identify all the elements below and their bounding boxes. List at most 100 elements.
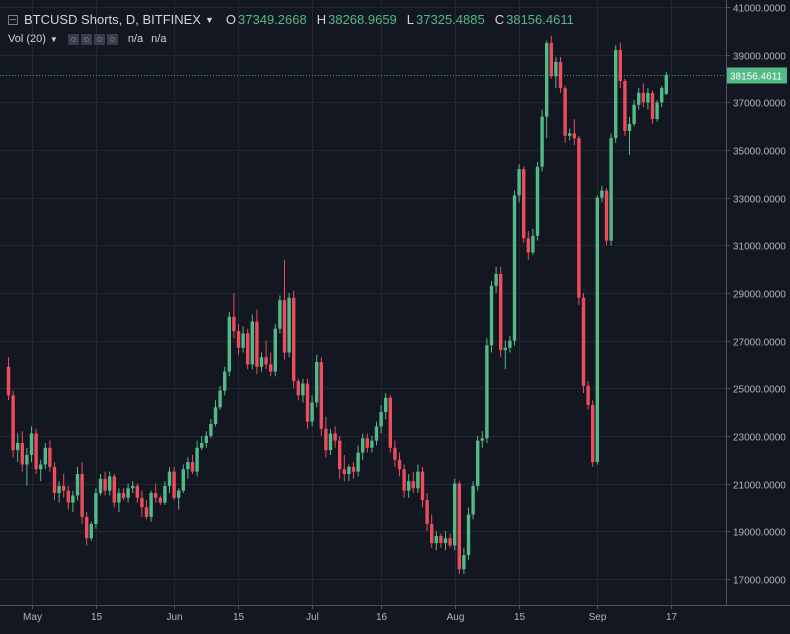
candle[interactable] bbox=[213, 400, 218, 427]
candle[interactable] bbox=[241, 326, 245, 353]
candle[interactable] bbox=[29, 426, 34, 463]
candle[interactable] bbox=[190, 454, 195, 474]
candle[interactable] bbox=[319, 357, 323, 436]
candle[interactable] bbox=[163, 481, 167, 505]
candle[interactable] bbox=[121, 488, 126, 501]
candle[interactable] bbox=[315, 354, 319, 408]
candle[interactable] bbox=[439, 533, 443, 548]
candle[interactable] bbox=[39, 459, 43, 482]
candle[interactable] bbox=[600, 185, 604, 203]
candle[interactable] bbox=[177, 488, 181, 510]
candle[interactable] bbox=[11, 390, 15, 458]
candle[interactable] bbox=[94, 488, 98, 529]
candle[interactable] bbox=[641, 83, 645, 108]
candle[interactable] bbox=[71, 490, 75, 513]
candle[interactable] bbox=[614, 45, 618, 143]
candle[interactable] bbox=[623, 78, 627, 136]
candle[interactable] bbox=[650, 90, 655, 124]
candle[interactable] bbox=[6, 357, 11, 401]
candle[interactable] bbox=[278, 295, 282, 334]
candle[interactable] bbox=[503, 340, 507, 370]
candle[interactable] bbox=[131, 481, 135, 494]
candle[interactable] bbox=[522, 166, 526, 243]
candle[interactable] bbox=[554, 57, 558, 89]
time-axis[interactable]: May 15 Jun 15 Jul 16 Aug 15 Sep 17 bbox=[23, 605, 677, 623]
candle[interactable] bbox=[158, 495, 162, 505]
candle[interactable] bbox=[43, 443, 47, 470]
candle[interactable] bbox=[485, 338, 489, 444]
candle[interactable] bbox=[333, 426, 337, 448]
candle[interactable] bbox=[218, 385, 222, 410]
candle[interactable] bbox=[384, 393, 388, 420]
volume-indicator-label[interactable]: Vol (20) bbox=[8, 33, 46, 45]
candle[interactable] bbox=[407, 473, 411, 498]
candle[interactable] bbox=[604, 188, 609, 246]
candle[interactable] bbox=[195, 440, 199, 477]
candle[interactable] bbox=[204, 431, 208, 448]
candle[interactable] bbox=[89, 521, 93, 541]
candle[interactable] bbox=[489, 281, 494, 353]
candle[interactable] bbox=[154, 483, 158, 503]
candle[interactable] bbox=[531, 228, 535, 255]
candle[interactable] bbox=[627, 116, 632, 155]
candle[interactable] bbox=[508, 335, 512, 353]
candle[interactable] bbox=[103, 471, 107, 496]
candle[interactable] bbox=[457, 481, 461, 575]
candle[interactable] bbox=[232, 292, 236, 339]
candle[interactable] bbox=[374, 421, 379, 446]
candle[interactable] bbox=[292, 290, 296, 389]
candle[interactable] bbox=[338, 435, 342, 479]
candle[interactable] bbox=[540, 109, 544, 172]
candle[interactable] bbox=[480, 431, 484, 448]
candle[interactable] bbox=[75, 466, 80, 501]
settings-icon[interactable] bbox=[80, 33, 92, 45]
candle[interactable] bbox=[236, 323, 241, 355]
candle[interactable] bbox=[434, 531, 438, 551]
candle[interactable] bbox=[25, 447, 29, 486]
candle[interactable] bbox=[411, 471, 415, 494]
candle[interactable] bbox=[591, 400, 595, 467]
candle[interactable] bbox=[494, 266, 498, 293]
candle[interactable] bbox=[250, 314, 254, 370]
candle[interactable] bbox=[370, 435, 374, 453]
candle[interactable] bbox=[351, 462, 356, 479]
candle[interactable] bbox=[209, 419, 213, 439]
candle[interactable] bbox=[448, 533, 452, 548]
candle[interactable] bbox=[255, 309, 259, 374]
candle[interactable] bbox=[20, 431, 24, 472]
candle[interactable] bbox=[296, 378, 300, 401]
candle[interactable] bbox=[246, 328, 250, 370]
candle[interactable] bbox=[535, 161, 540, 241]
candle[interactable] bbox=[563, 85, 567, 143]
candle[interactable] bbox=[443, 531, 448, 551]
candle[interactable] bbox=[393, 440, 397, 467]
candle[interactable] bbox=[499, 266, 503, 358]
candle[interactable] bbox=[632, 100, 636, 127]
candle[interactable] bbox=[16, 433, 20, 463]
candle[interactable] bbox=[48, 440, 52, 472]
candle[interactable] bbox=[471, 481, 475, 520]
candle[interactable] bbox=[328, 428, 333, 455]
candle[interactable] bbox=[646, 88, 650, 110]
candle[interactable] bbox=[660, 85, 664, 108]
candle[interactable] bbox=[545, 40, 549, 139]
candle[interactable] bbox=[397, 452, 402, 477]
candle[interactable] bbox=[227, 312, 231, 377]
candle[interactable] bbox=[595, 195, 599, 465]
candle[interactable] bbox=[609, 133, 613, 246]
candle[interactable] bbox=[144, 500, 149, 520]
candle[interactable] bbox=[476, 435, 480, 491]
candle[interactable] bbox=[526, 231, 530, 260]
candle[interactable] bbox=[126, 483, 130, 503]
candle[interactable] bbox=[66, 485, 70, 510]
candle[interactable] bbox=[577, 135, 581, 305]
candle[interactable] bbox=[181, 464, 185, 494]
candle[interactable] bbox=[568, 128, 572, 141]
candle[interactable] bbox=[186, 457, 190, 479]
candle[interactable] bbox=[558, 57, 563, 93]
candle[interactable] bbox=[135, 483, 139, 503]
candle[interactable] bbox=[586, 381, 590, 410]
candle[interactable] bbox=[379, 404, 383, 434]
